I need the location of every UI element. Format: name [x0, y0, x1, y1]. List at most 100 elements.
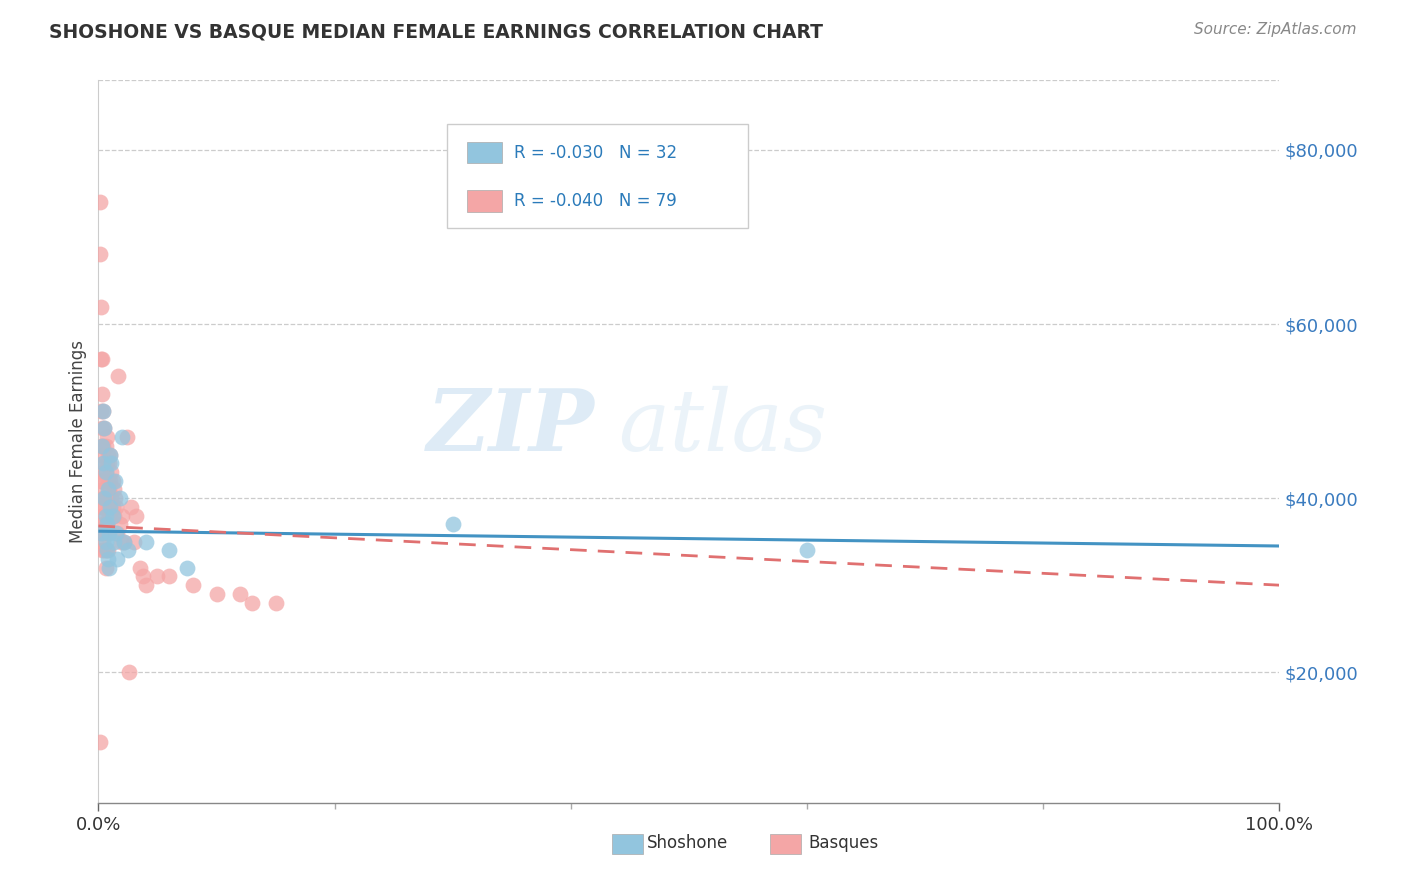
Point	[94, 517, 117, 532]
Point	[105, 552, 128, 566]
Point	[110, 534, 132, 549]
Point	[441, 517, 464, 532]
Point	[105, 500, 128, 514]
FancyBboxPatch shape	[447, 124, 748, 228]
Point	[104, 474, 127, 488]
Point	[91, 439, 114, 453]
Point	[90, 300, 112, 314]
Point	[108, 517, 131, 532]
Point	[90, 404, 112, 418]
Point	[97, 483, 120, 497]
Point	[157, 543, 180, 558]
Point	[96, 456, 118, 470]
Point	[91, 525, 114, 540]
Point	[229, 587, 252, 601]
Point	[98, 456, 121, 470]
Point	[176, 561, 198, 575]
Point	[93, 525, 115, 540]
Point	[91, 404, 114, 418]
Point	[96, 430, 118, 444]
Point	[125, 508, 148, 523]
Point	[90, 439, 112, 453]
Point	[91, 491, 114, 505]
Text: Basques: Basques	[808, 834, 879, 852]
Point	[93, 456, 115, 470]
Point	[94, 491, 117, 505]
Point	[103, 483, 125, 497]
Text: R = -0.030   N = 32: R = -0.030 N = 32	[515, 144, 678, 161]
Point	[94, 465, 117, 479]
Point	[98, 448, 121, 462]
Point	[89, 735, 111, 749]
Point	[94, 439, 117, 453]
Bar	[467, 142, 502, 163]
Point	[98, 561, 121, 575]
Point	[97, 500, 120, 514]
Y-axis label: Median Female Earnings: Median Female Earnings	[69, 340, 87, 543]
Point	[98, 508, 121, 523]
Point	[122, 534, 145, 549]
Point	[107, 369, 129, 384]
Point	[117, 543, 139, 558]
Point	[135, 534, 157, 549]
Point	[98, 448, 121, 462]
Point	[90, 351, 112, 366]
Point	[115, 430, 138, 444]
Point	[101, 474, 124, 488]
Point	[90, 474, 112, 488]
Point	[101, 508, 124, 523]
Point	[100, 491, 122, 505]
Point	[91, 500, 114, 514]
Point	[103, 508, 125, 523]
Point	[91, 534, 114, 549]
Point	[98, 525, 121, 540]
Point	[97, 474, 120, 488]
Point	[157, 569, 180, 583]
Text: Source: ZipAtlas.com: Source: ZipAtlas.com	[1194, 22, 1357, 37]
Point	[91, 421, 114, 435]
Point	[93, 491, 115, 505]
Point	[103, 534, 125, 549]
Point	[91, 543, 114, 558]
Point	[121, 500, 143, 514]
Point	[98, 500, 121, 514]
Point	[101, 500, 124, 514]
Point	[91, 386, 114, 401]
Point	[98, 483, 121, 497]
Point	[89, 247, 111, 261]
Point	[97, 525, 120, 540]
Text: Shoshone: Shoshone	[647, 834, 728, 852]
Point	[135, 578, 157, 592]
Point	[93, 421, 115, 435]
Point	[91, 404, 114, 418]
Point	[94, 534, 117, 549]
Point	[112, 534, 135, 549]
Point	[93, 483, 115, 497]
Point	[100, 465, 122, 479]
Point	[100, 456, 122, 470]
Point	[97, 552, 120, 566]
Text: SHOSHONE VS BASQUE MEDIAN FEMALE EARNINGS CORRELATION CHART: SHOSHONE VS BASQUE MEDIAN FEMALE EARNING…	[49, 22, 823, 41]
Point	[91, 465, 114, 479]
Point	[98, 500, 121, 514]
Point	[97, 543, 120, 558]
Point	[104, 491, 127, 505]
Point	[111, 508, 134, 523]
Point	[94, 543, 117, 558]
Point	[91, 448, 114, 462]
Text: atlas: atlas	[619, 385, 827, 468]
Point	[796, 543, 818, 558]
Point	[93, 421, 115, 435]
Point	[112, 534, 135, 549]
Point	[181, 578, 204, 592]
Point	[94, 508, 117, 523]
Point	[89, 195, 111, 210]
Point	[93, 543, 115, 558]
Point	[98, 474, 121, 488]
Point	[132, 569, 155, 583]
Point	[91, 456, 114, 470]
Point	[93, 500, 115, 514]
Point	[111, 430, 134, 444]
Point	[96, 543, 118, 558]
Point	[90, 525, 112, 540]
